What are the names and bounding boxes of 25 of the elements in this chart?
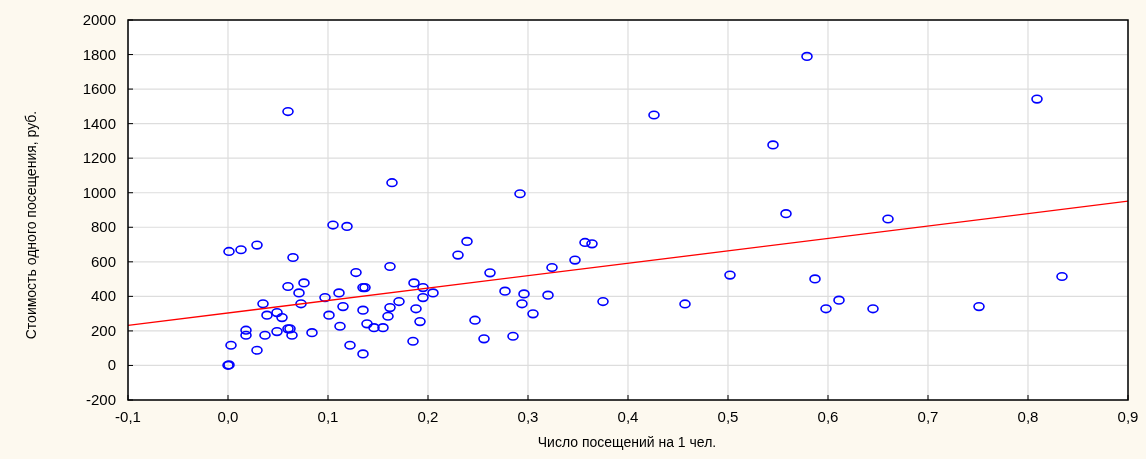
x-tick-label: 0,8	[1017, 408, 1039, 425]
x-tick-label: 0,9	[1117, 408, 1139, 425]
y-tick-label: 2000	[82, 11, 116, 28]
y-tick-label: 1000	[82, 183, 116, 201]
y-tick-label: 200	[90, 321, 116, 339]
y-axis-title: Стоимость одного посещения, руб.	[23, 110, 39, 340]
x-tick-label: 0,3	[517, 408, 539, 425]
x-tick-label: 0,6	[817, 408, 839, 425]
x-tick-label: 0,5	[717, 408, 739, 425]
y-tick-label: 1600	[82, 80, 116, 98]
x-tick-label: 0,1	[317, 408, 339, 425]
x-axis-title: Число посещений на 1 чел.	[537, 434, 717, 450]
y-tick-label: 0	[107, 356, 116, 374]
y-tick-label: 1800	[82, 45, 116, 63]
y-tick-label: 1200	[82, 149, 116, 167]
x-tick-label: -0,1	[115, 408, 141, 425]
x-tick-label: 0,0	[217, 408, 239, 425]
y-tick-label: 400	[90, 287, 116, 305]
x-tick-label: 0,2	[417, 408, 439, 425]
y-tick-label: 800	[90, 218, 116, 236]
y-tick-label: 600	[90, 252, 116, 270]
y-tick-label: -200	[85, 391, 116, 408]
y-tick-label: 1400	[82, 114, 116, 132]
x-tick-label: 0,7	[917, 408, 939, 425]
x-tick-label: 0,4	[617, 408, 639, 425]
